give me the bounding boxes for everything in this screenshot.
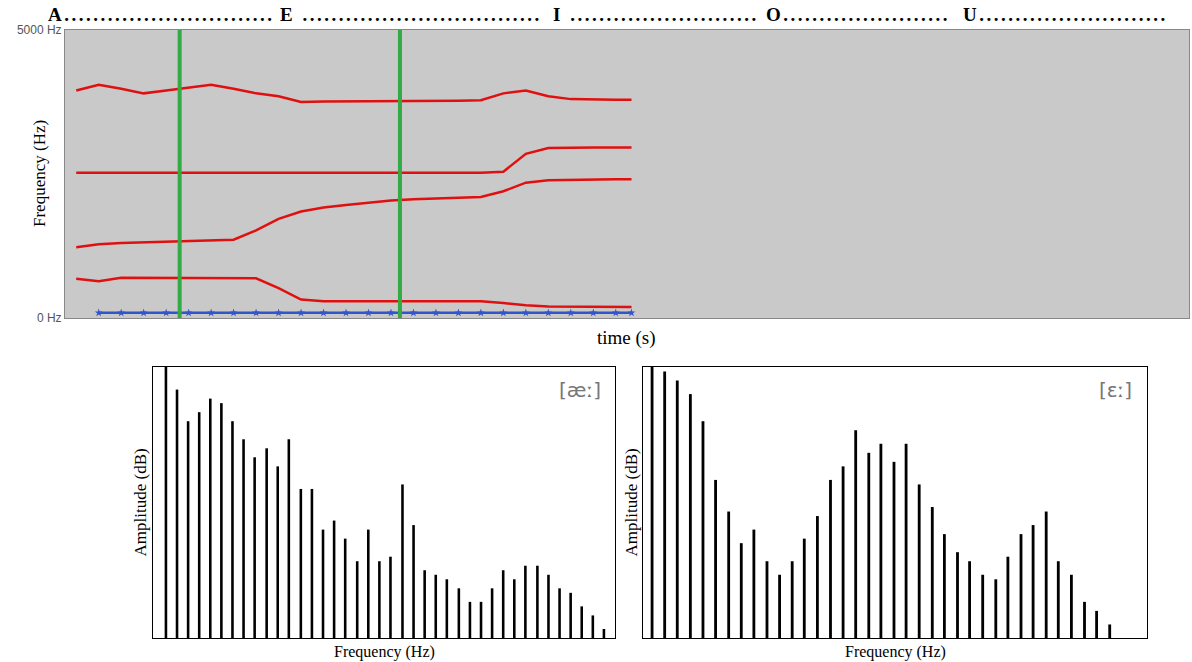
html-text:I .......................... O: I .......................... O..........… (553, 4, 950, 25)
svg-text:[æː]: [æː] (559, 378, 601, 402)
svg-text:Frequency (Hz): Frequency (Hz) (30, 120, 49, 227)
svg-text:time (s): time (s) (597, 327, 656, 349)
svg-text:[ɛː]: [ɛː] (1099, 378, 1132, 402)
html-text:U..........................: U.......................... (963, 4, 1168, 25)
svg-text:Frequency (Hz): Frequency (Hz) (334, 643, 435, 661)
html-text:A.............................: A............................. E .......… (48, 4, 542, 25)
svg-text:Frequency (Hz): Frequency (Hz) (845, 643, 946, 661)
svg-text:0 Hz: 0 Hz (37, 311, 62, 325)
svg-text:Amplitude (dB): Amplitude (dB) (131, 448, 150, 556)
svg-text:5000 Hz: 5000 Hz (17, 23, 62, 37)
svg-text:Amplitude (dB): Amplitude (dB) (622, 448, 641, 556)
